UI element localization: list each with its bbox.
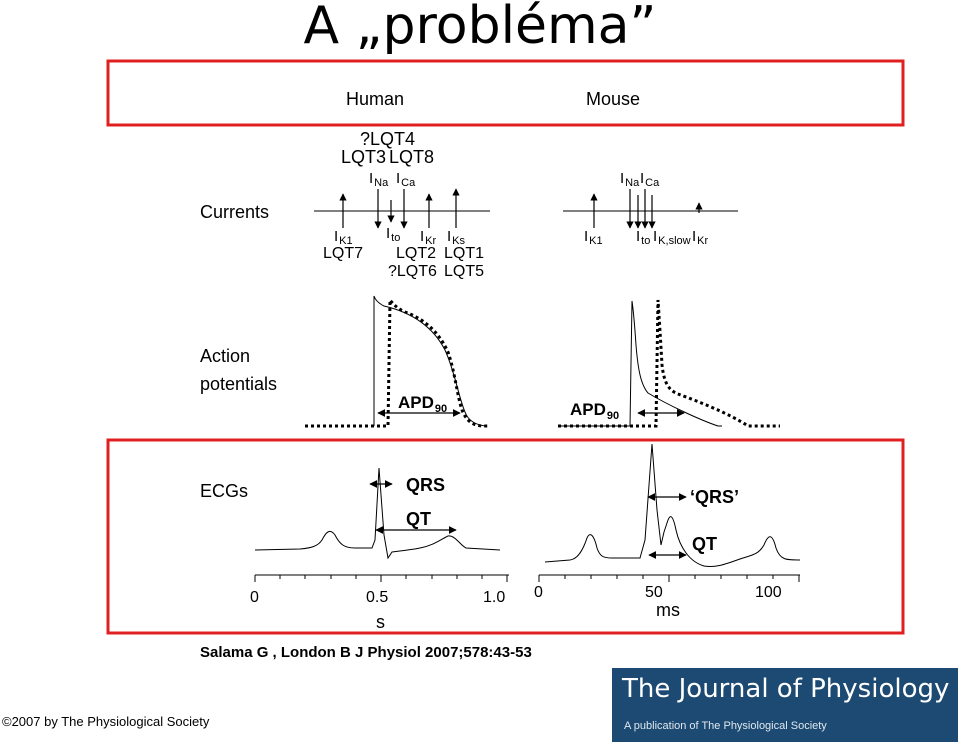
- human-action-potential: [305, 295, 488, 428]
- label-mouse-ik1: IK1: [584, 228, 603, 247]
- label-mouse-ito: Ito: [636, 228, 650, 247]
- label-human-iks: IKs: [447, 228, 466, 247]
- journal-name: The Journal of Physiology: [622, 674, 950, 704]
- row-label-action-line1: Action: [200, 346, 250, 366]
- label-mouse-ina: INa: [620, 170, 640, 189]
- label-lqt1: LQT1: [444, 245, 484, 262]
- citation: Salama G , London B J Physiol 2007;578:4…: [200, 644, 532, 661]
- row-label-currents: Currents: [200, 202, 269, 222]
- mouse-axis-unit: ms: [656, 600, 680, 620]
- row-label-action-line2: potentials: [200, 374, 277, 394]
- slide-title: A „probléma”: [303, 0, 657, 56]
- label-lqt6: ?LQT6: [388, 263, 437, 280]
- journal-banner: The Journal of Physiology A publication …: [612, 668, 958, 742]
- mouse-qt-label: QT: [692, 534, 717, 554]
- label-human-ik1: IK1: [334, 228, 353, 247]
- human-ap-solid-trace: [373, 295, 487, 427]
- human-qt-label: QT: [406, 509, 431, 529]
- label-lqt4: ?LQT4: [360, 129, 415, 149]
- label-mouse-ikr: IKr: [692, 228, 709, 247]
- human-ecg: [254, 467, 501, 560]
- highlight-box-ecg: [106, 438, 905, 635]
- copyright: ©2007 by The Physiological Society: [2, 714, 210, 729]
- mouse-apd90-label: APD90: [570, 400, 619, 422]
- mouse-tick-100: 100: [755, 584, 782, 601]
- human-tick-0: 0: [250, 589, 259, 606]
- mouse-tick-50: 50: [645, 584, 663, 601]
- label-lqt3: LQT3: [341, 147, 386, 167]
- mouse-ecg: [544, 443, 801, 567]
- column-header-human: Human: [346, 89, 404, 109]
- human-tick-1.0: 1.0: [483, 589, 505, 606]
- human-apd90-label: APD90: [398, 393, 447, 415]
- label-lqt5: LQT5: [444, 263, 484, 280]
- mouse-ecg-trace: [544, 443, 801, 567]
- column-header-mouse: Mouse: [586, 89, 640, 109]
- human-currents-diagram: [314, 188, 490, 229]
- label-human-ikr: IKr: [420, 228, 437, 247]
- human-time-axis: [254, 574, 509, 582]
- label-human-ica: ICa: [396, 170, 416, 189]
- human-qrs-label: QRS: [406, 475, 445, 495]
- human-ap-dotted-trace: [305, 295, 488, 428]
- mouse-time-axis: [538, 574, 800, 582]
- mouse-ap-dotted-trace: [558, 299, 780, 428]
- mouse-qrs-label: ‘QRS’: [690, 487, 739, 507]
- label-lqt2: LQT2: [396, 245, 436, 262]
- mouse-ap-solid-trace: [558, 300, 722, 427]
- label-lqt8: LQT8: [389, 147, 434, 167]
- mouse-currents-diagram: [563, 189, 738, 229]
- label-human-ito: Ito: [386, 225, 400, 244]
- highlight-box-header: [106, 59, 905, 127]
- label-mouse-ica: ICa: [640, 170, 660, 189]
- mouse-tick-0: 0: [534, 584, 543, 601]
- label-mouse-ikslow: IK,slow: [653, 228, 691, 247]
- journal-tagline: A publication of The Physiological Socie…: [624, 720, 827, 732]
- row-label-ecgs: ECGs: [200, 481, 248, 501]
- label-human-ina: INa: [369, 170, 389, 189]
- human-tick-0.5: 0.5: [366, 589, 388, 606]
- human-axis-unit: s: [376, 612, 385, 632]
- label-lqt7: LQT7: [323, 245, 363, 262]
- human-ecg-trace: [254, 467, 501, 560]
- mouse-action-potential: [558, 299, 780, 428]
